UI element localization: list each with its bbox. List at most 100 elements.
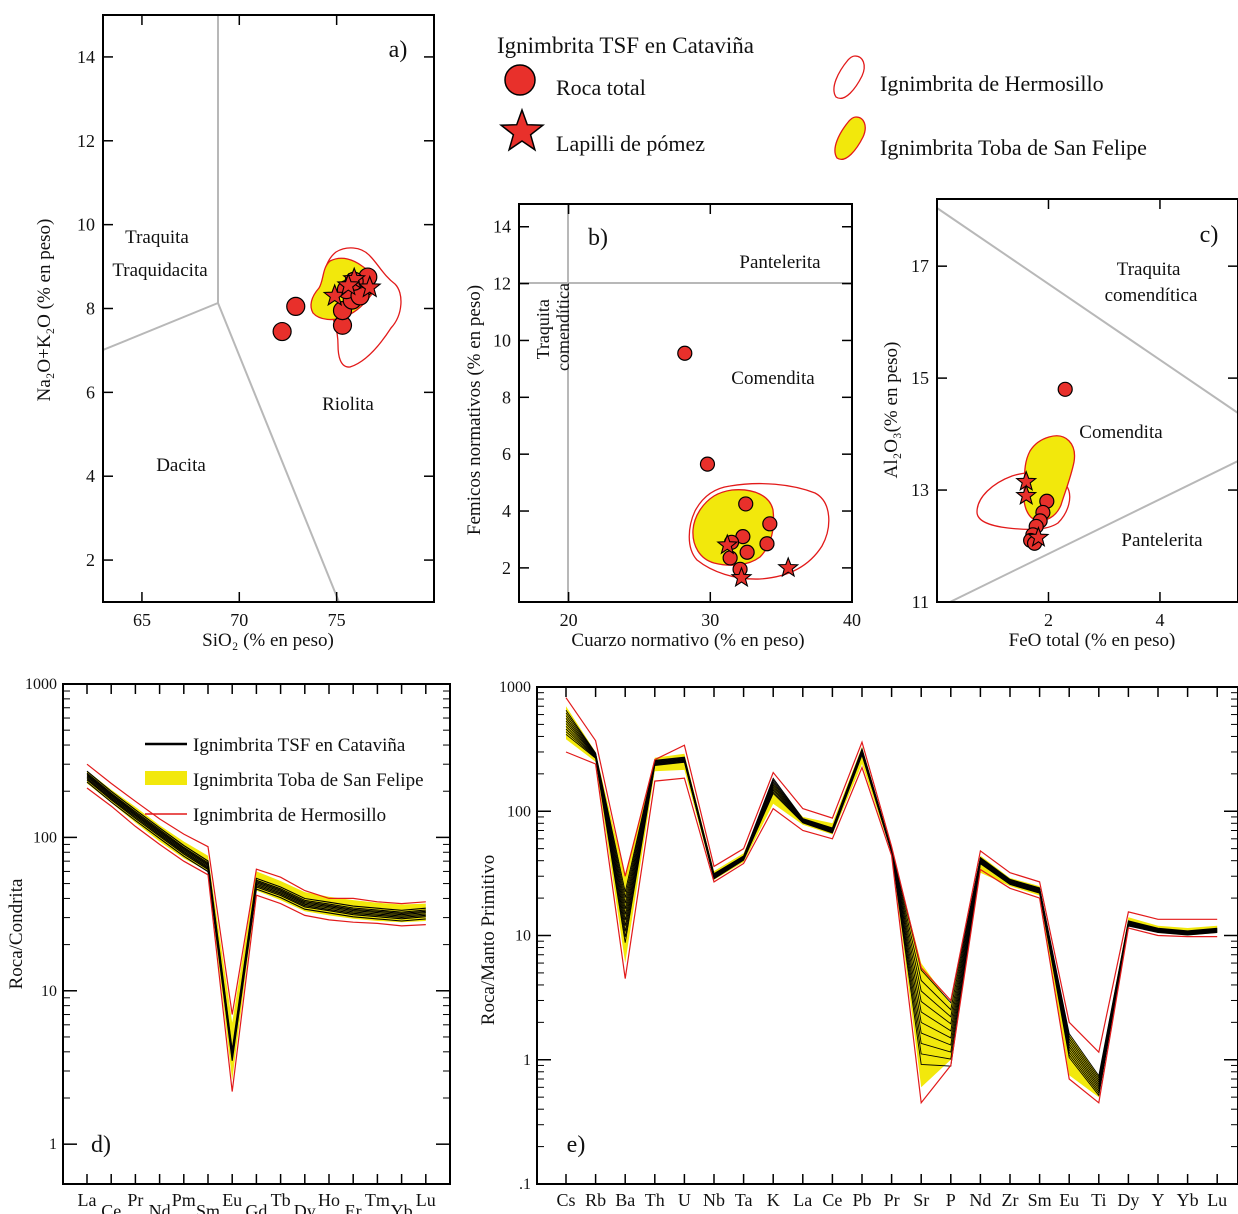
element-label: Ta (735, 1190, 753, 1210)
y-tick-label: 17 (911, 256, 929, 276)
field-dacita: Dacita (156, 455, 206, 476)
legend-d-tsf-swatch (145, 771, 187, 785)
legend-hermosillo-outline (833, 55, 865, 99)
hermosillo-envelope-line (565, 697, 1218, 1054)
element-label: La (793, 1190, 812, 1210)
panel-a-ticks: 65 70 75 2 4 6 8 10 12 14 (77, 15, 434, 630)
roca-total-point (722, 550, 738, 566)
panel-b-points (677, 345, 800, 588)
y-tick-label: 2 (502, 558, 511, 578)
element-label: Eu (1059, 1190, 1079, 1210)
panel-c-label: c) (1200, 222, 1219, 248)
cataviña-pattern-line (565, 731, 1218, 1095)
legend-star-marker (499, 107, 545, 152)
roca-total-point (699, 456, 716, 472)
element-label: Sr (913, 1190, 929, 1210)
tsf-field-band (87, 770, 426, 1081)
element-label: Pr (884, 1190, 900, 1210)
element-label: Yb (391, 1201, 413, 1214)
cataviña-pattern-line (565, 723, 1218, 1088)
panel-e-patterns (565, 697, 1218, 1105)
y-tick-label: 1000 (25, 676, 57, 693)
x-tick-label: 65 (133, 610, 151, 630)
panel-e-ticks: Cs Rb Ba Th U Nb Ta K La Ce Pb Pr Sr P Nd Zr Sm Eu Ti Dy Y Yb… (499, 679, 1238, 1210)
x-tick-label: 70 (230, 610, 248, 630)
y-tick-label: .1 (519, 1176, 531, 1193)
roca-total-point (677, 345, 693, 361)
element-label: Ti (1091, 1190, 1106, 1210)
y-tick-label: 1000 (499, 679, 531, 696)
panel-e-ylabel: Roca/Manto Primitivo (478, 855, 499, 1025)
element-label: Dy (1117, 1190, 1139, 1210)
hermosillo-envelope-line (86, 763, 426, 1015)
element-label: Tb (271, 1190, 291, 1210)
x-tick-label: 30 (701, 610, 719, 630)
roca-total-point (286, 296, 306, 317)
y-tick-label: 100 (33, 829, 57, 846)
element-label: Ce (822, 1190, 842, 1210)
y-tick-label: 11 (912, 592, 929, 612)
y-tick-label: 4 (502, 501, 511, 521)
element-label: Y (1152, 1190, 1165, 1210)
legend-d-tsf: Ignimbrita Toba de San Felipe (193, 770, 424, 791)
y-tick-label: 12 (493, 274, 511, 294)
element-label: Sm (1028, 1190, 1052, 1210)
roca-total-point (762, 516, 778, 532)
y-tick-label: 10 (515, 928, 531, 945)
panel-d-frame (62, 683, 451, 1185)
lapilli-point (1015, 484, 1038, 505)
element-label: Sm (196, 1201, 220, 1214)
y-tick-label: 8 (502, 387, 511, 407)
panel-e: Cs Rb Ba Th U Nb Ta K La Ce Pb Pr Sr P Nd Zr Sm Eu Ti Dy Y Yb… (478, 679, 1238, 1210)
field-pantelerita-b: Pantelerita (739, 252, 821, 273)
y-tick-label: 10 (41, 983, 57, 1000)
y-tick-label: 13 (911, 480, 929, 500)
panel-a-label: a) (389, 37, 408, 63)
element-label: Lu (1207, 1190, 1227, 1210)
lapilli-point (716, 533, 739, 555)
element-label: Ce (101, 1201, 121, 1214)
element-label: P (946, 1190, 956, 1210)
panel-c: 2 4 11 13 15 17 c) Traquita comendítica Comen… (881, 198, 1238, 651)
field-traquita-c-line2: comendítica (1105, 285, 1198, 306)
element-label: Tm (365, 1190, 390, 1210)
cataviña-pattern-line (565, 709, 1218, 1077)
x-tick-label: 75 (328, 610, 346, 630)
element-label: Cs (556, 1190, 575, 1210)
element-label: Lu (416, 1190, 436, 1210)
element-label: Nd (969, 1190, 991, 1210)
field-traquita-b-line1: Traquita (533, 299, 553, 359)
element-label: Pr (127, 1190, 143, 1210)
legend-d-tsf-cata: Ignimbrita TSF en Cataviña (193, 735, 406, 756)
panel-b: 20 30 40 2 4 6 8 10 12 14 b) Pantelerita Comendit… (464, 203, 861, 651)
y-tick-label: 1 (523, 1052, 531, 1069)
field-traquidacita: Traquidacita (112, 260, 208, 281)
field-traquita-comenditica-b: Traquita comendítica (533, 283, 573, 371)
roca-total-point (759, 536, 775, 552)
field-traquita-c-line1: Traquita (1117, 259, 1181, 280)
panel-b-ticks: 20 30 40 2 4 6 8 10 12 14 (493, 204, 861, 630)
element-label: Eu (222, 1190, 242, 1210)
y-tick-label: 12 (77, 131, 95, 151)
roca-total-point (1057, 381, 1073, 397)
legend-title: Ignimbrita TSF en Cataviña (497, 33, 754, 58)
top-legend: Ignimbrita TSF en Cataviña Roca total La… (497, 33, 1147, 160)
element-label: Ho (318, 1190, 340, 1210)
field-pantelerita-c: Pantelerita (1121, 530, 1203, 551)
panel-d-ylabel: Roca/Condrita (6, 878, 27, 989)
panel-d-patterns (86, 763, 426, 1092)
cataviña-pattern-line (565, 720, 1218, 1086)
panel-b-boundaries (519, 204, 852, 602)
element-label: Ba (615, 1190, 635, 1210)
legend-circle-marker (504, 64, 536, 96)
legend-label-lapilli: Lapilli de pómez (556, 131, 705, 156)
lapilli-point (730, 566, 753, 588)
y-tick-label: 15 (911, 368, 929, 388)
field-comendita-c: Comendita (1079, 422, 1163, 443)
cataviña-pattern-line (565, 718, 1218, 1084)
element-label: K (767, 1190, 780, 1210)
y-tick-label: 10 (77, 215, 95, 235)
y-tick-label: 10 (493, 330, 511, 350)
y-tick-label: 1 (49, 1136, 57, 1153)
